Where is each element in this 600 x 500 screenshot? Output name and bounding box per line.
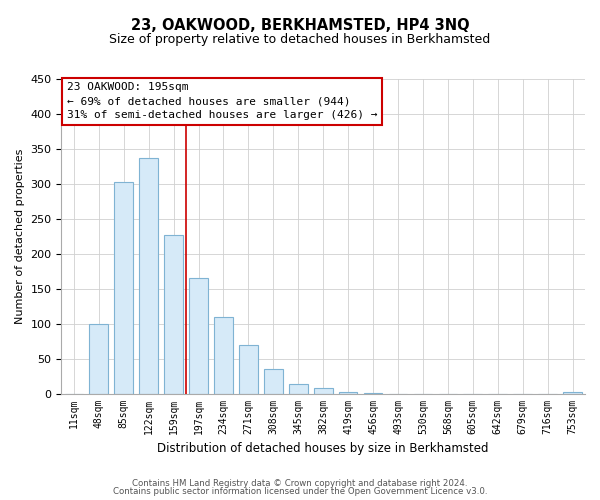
Bar xyxy=(139,158,158,394)
Bar xyxy=(115,182,133,394)
Bar xyxy=(89,324,108,394)
Bar xyxy=(563,392,582,394)
Bar xyxy=(239,346,258,394)
Text: Size of property relative to detached houses in Berkhamsted: Size of property relative to detached ho… xyxy=(109,32,491,46)
Bar xyxy=(364,393,382,394)
Bar xyxy=(164,235,183,394)
Bar xyxy=(339,392,358,394)
X-axis label: Distribution of detached houses by size in Berkhamsted: Distribution of detached houses by size … xyxy=(157,442,489,455)
Text: Contains HM Land Registry data © Crown copyright and database right 2024.: Contains HM Land Registry data © Crown c… xyxy=(132,478,468,488)
Bar xyxy=(189,278,208,394)
Bar xyxy=(264,369,283,394)
Text: 23, OAKWOOD, BERKHAMSTED, HP4 3NQ: 23, OAKWOOD, BERKHAMSTED, HP4 3NQ xyxy=(131,18,469,32)
Text: 23 OAKWOOD: 195sqm
← 69% of detached houses are smaller (944)
31% of semi-detach: 23 OAKWOOD: 195sqm ← 69% of detached hou… xyxy=(67,82,377,120)
Y-axis label: Number of detached properties: Number of detached properties xyxy=(15,148,25,324)
Bar xyxy=(214,318,233,394)
Bar xyxy=(289,384,308,394)
Bar xyxy=(314,388,332,394)
Text: Contains public sector information licensed under the Open Government Licence v3: Contains public sector information licen… xyxy=(113,487,487,496)
